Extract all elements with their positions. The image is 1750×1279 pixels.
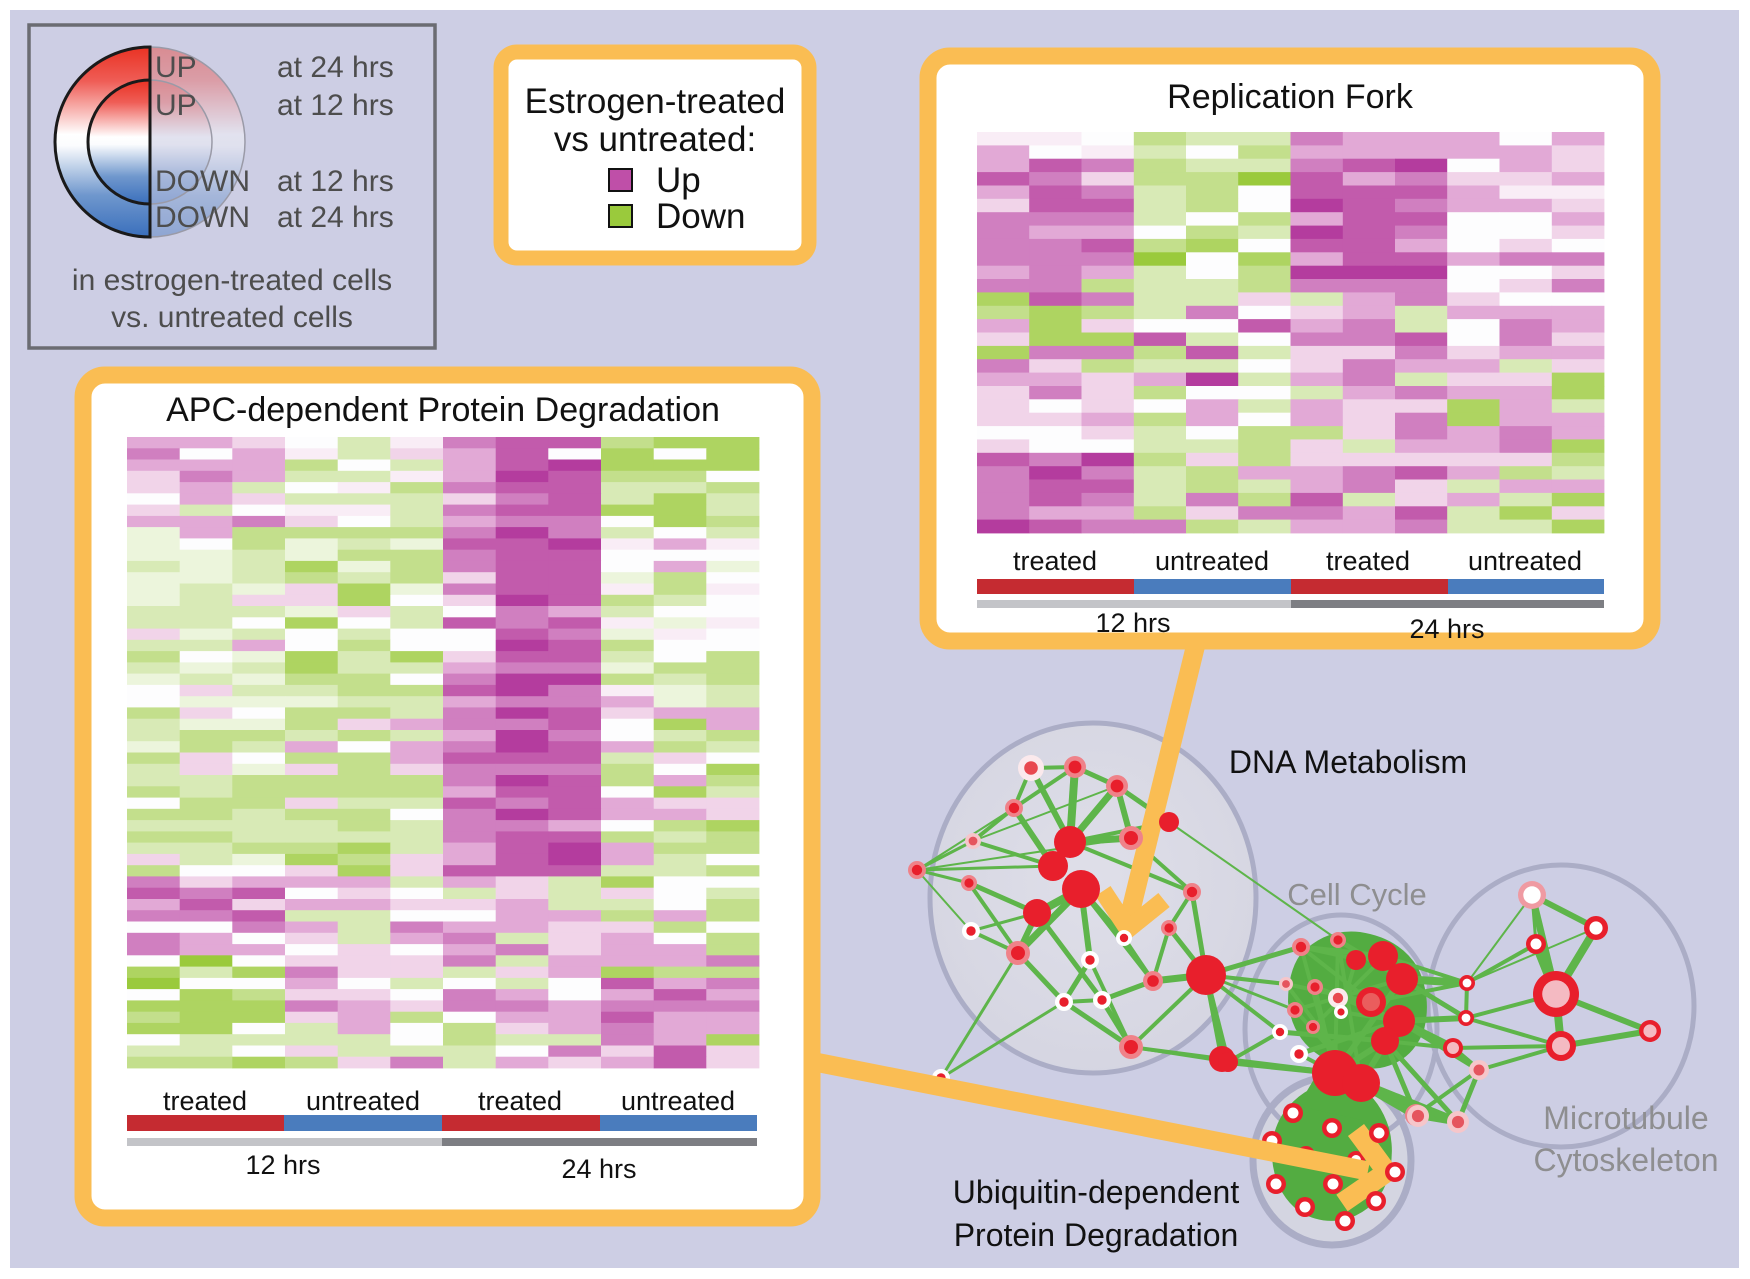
svg-text:treated: treated (1326, 546, 1410, 576)
svg-text:treated: treated (163, 1086, 247, 1116)
svg-text:Cell Cycle: Cell Cycle (1287, 877, 1427, 912)
svg-text:Protein Degradation: Protein Degradation (954, 1217, 1239, 1253)
svg-text:UP: UP (155, 89, 197, 122)
svg-text:24 hrs: 24 hrs (561, 1154, 636, 1184)
svg-text:treated: treated (478, 1086, 562, 1116)
svg-text:at 12 hrs: at 12 hrs (277, 165, 394, 198)
svg-text:vs untreated:: vs untreated: (554, 120, 756, 159)
svg-text:at 24 hrs: at 24 hrs (277, 51, 394, 84)
svg-text:Cytoskeleton: Cytoskeleton (1534, 1142, 1719, 1178)
svg-text:12 hrs: 12 hrs (245, 1150, 320, 1180)
svg-text:in estrogen-treated cells: in estrogen-treated cells (72, 264, 392, 297)
svg-text:vs. untreated cells: vs. untreated cells (111, 301, 353, 334)
svg-text:Estrogen-treated: Estrogen-treated (525, 82, 786, 121)
svg-text:untreated: untreated (1155, 546, 1269, 576)
svg-text:DOWN: DOWN (155, 201, 250, 234)
svg-text:treated: treated (1013, 546, 1097, 576)
svg-text:untreated: untreated (621, 1086, 735, 1116)
svg-text:Up: Up (656, 161, 701, 200)
svg-text:Ubiquitin-dependent: Ubiquitin-dependent (953, 1174, 1240, 1210)
svg-text:at 24 hrs: at 24 hrs (277, 201, 394, 234)
svg-text:Microtubule: Microtubule (1543, 1100, 1708, 1136)
svg-text:at 12 hrs: at 12 hrs (277, 89, 394, 122)
svg-text:DOWN: DOWN (155, 165, 250, 198)
svg-text:untreated: untreated (306, 1086, 420, 1116)
svg-text:12 hrs: 12 hrs (1095, 608, 1170, 638)
svg-text:UP: UP (155, 51, 197, 84)
svg-text:24 hrs: 24 hrs (1409, 614, 1484, 644)
svg-text:Replication Fork: Replication Fork (1167, 78, 1414, 116)
svg-text:APC-dependent Protein Degradat: APC-dependent Protein Degradation (166, 391, 720, 429)
svg-text:DNA Metabolism: DNA Metabolism (1229, 744, 1467, 780)
svg-text:Down: Down (656, 197, 745, 236)
svg-text:untreated: untreated (1468, 546, 1582, 576)
